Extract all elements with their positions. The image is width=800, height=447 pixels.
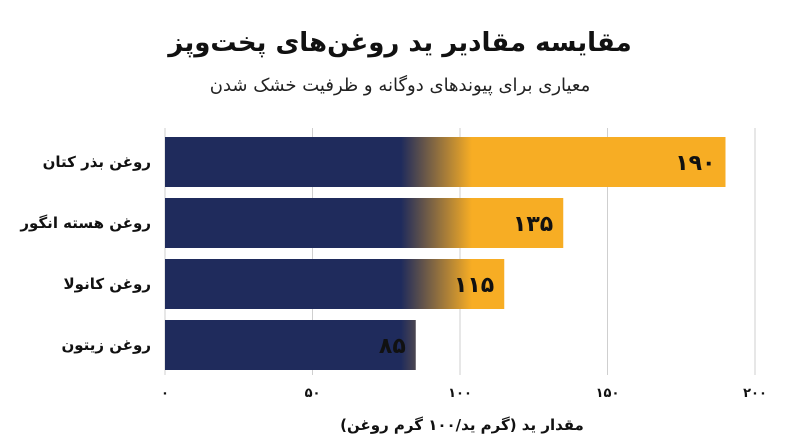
bar [165,259,505,309]
bar-value-label: ۱۱۵ [454,273,494,298]
category-label: روغن هسته انگور [19,214,151,232]
bar-value-label: ۱۹۰ [675,151,715,176]
x-tick-label: ۱۵۰ [596,386,620,401]
bar-value-label: ۱۳۵ [513,212,553,237]
chart-title: مقایسه مقادیر ید روغن‌های پخت‌وپز [168,28,632,58]
bars [165,137,726,370]
x-tick-label: ۲۰۰ [743,386,767,401]
bar-value-label: ۸۵ [379,334,406,359]
category-label: روغن بذر کتان [43,153,151,171]
bar [165,198,564,248]
bar [165,137,726,187]
chart-subtitle: معیاری برای پیوندهای دوگانه و ظرفیت خشک … [209,75,591,96]
labels: ۰ ۵۰ ۱۰۰ ۱۵۰ ۲۰۰ ۱۹۰ روغن بذر کتان ۱۳۵ روغن هسته… [19,151,766,401]
x-tick-label: ۰ [161,386,169,401]
x-axis-label: مقدار ید (گرم ید/۱۰۰ گرم روغن) [340,416,584,434]
x-tick-label: ۵۰ [305,386,321,401]
category-label: روغن زیتون [61,336,151,354]
bar [165,320,416,370]
category-label: روغن کانولا [64,275,152,293]
x-tick-label: ۱۰۰ [448,386,472,401]
